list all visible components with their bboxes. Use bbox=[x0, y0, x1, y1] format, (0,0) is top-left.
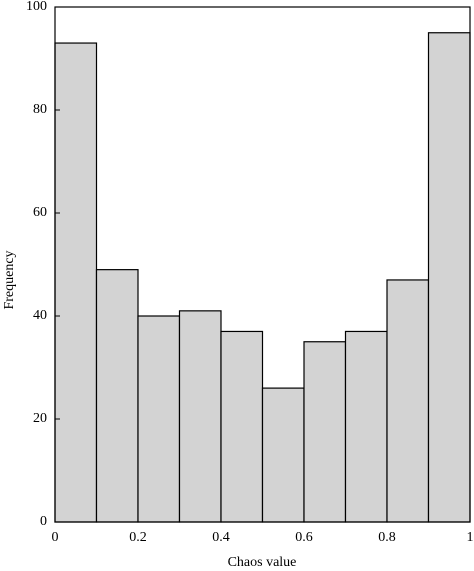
y-tick-label: 80 bbox=[33, 102, 47, 117]
bar bbox=[261, 387, 305, 523]
bar bbox=[220, 330, 264, 523]
x-tick-label: 1 bbox=[467, 530, 474, 545]
x-axis-label: Chaos value bbox=[228, 555, 297, 570]
y-tick-label: 20 bbox=[33, 411, 47, 426]
x-tick-label: 0.6 bbox=[295, 530, 313, 545]
bar bbox=[54, 42, 98, 523]
bar bbox=[303, 341, 347, 523]
y-tick-label: 100 bbox=[26, 0, 47, 14]
x-tick-label: 0.8 bbox=[378, 530, 396, 545]
y-tick-label: 60 bbox=[33, 205, 47, 220]
bar bbox=[137, 315, 181, 523]
x-tick-label: 0 bbox=[52, 530, 59, 545]
bar bbox=[344, 330, 388, 523]
x-tick-label: 0.4 bbox=[212, 530, 230, 545]
bar bbox=[178, 310, 222, 523]
y-tick-label: 40 bbox=[33, 308, 47, 323]
y-tick-label: 0 bbox=[40, 514, 47, 529]
bar bbox=[386, 279, 430, 523]
bar bbox=[95, 269, 139, 523]
y-axis-label: Frequency bbox=[2, 250, 17, 309]
x-tick-label: 0.2 bbox=[129, 530, 147, 545]
bar bbox=[427, 32, 471, 523]
plot-frame bbox=[54, 6, 471, 523]
